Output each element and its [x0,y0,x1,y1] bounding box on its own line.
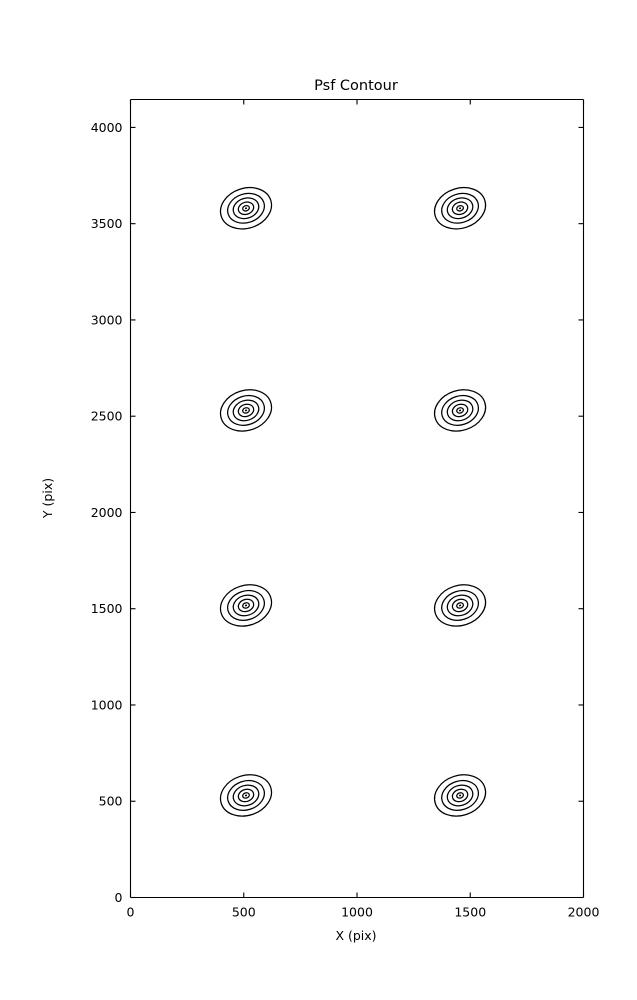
chart-title: Psf Contour [314,78,398,94]
contour-ring-4 [237,201,255,216]
contour-ring-3 [446,197,474,220]
contour-ring-2 [227,589,265,621]
contour-peak [458,604,462,607]
y-tick-label: 4000 [91,120,123,135]
y-tick-label: 2500 [91,409,123,424]
contour-ring-3 [446,594,474,617]
psf-col1-row3 [219,584,273,627]
contour-peak [244,604,248,607]
contour-ring-1 [433,186,487,230]
x-tick-label: 2000 [568,905,600,920]
y-tick-label: 3000 [91,312,123,327]
contour-ring-4 [451,403,469,418]
y-tick-label: 3500 [91,216,123,231]
contour-ring-3 [446,784,474,807]
psf-col2-row1 [433,186,487,230]
x-axis-label-group: X (pix) [335,928,376,943]
psf-col2-row2 [433,389,487,432]
contour-ring-5 [456,602,464,609]
contour-ring-1 [433,584,487,627]
contour-ring-5 [242,204,250,212]
contour-ring-4 [237,788,255,803]
contour-ring-2 [441,192,480,224]
x-axis-label: X (pix) [335,928,376,943]
x-tick-label: 1000 [341,905,373,920]
axes-spines [129,98,585,899]
psf-col2-row4 [433,774,487,817]
contour-ring-5 [456,204,464,212]
contour-ring-1 [219,389,273,432]
contour-ring-3 [232,197,260,220]
contour-ring-5 [242,792,250,799]
contour-ring-1 [433,389,487,432]
contour-ring-3 [232,784,260,807]
contour-ring-2 [227,192,265,224]
contour-ring-2 [227,779,265,811]
contour-ring-3 [232,594,260,617]
contour-peak [244,207,248,210]
contour-ring-4 [237,403,255,418]
contour-ring-3 [446,399,474,422]
contour-groups [219,186,487,817]
contour-ring-3 [232,399,260,422]
contour-ring-1 [433,774,487,817]
y-tick-label: 1500 [91,601,123,616]
contour-ring-2 [441,779,480,811]
contour-ring-4 [451,598,469,613]
y-axis-label: Y (pix) [40,478,55,519]
contour-ring-4 [451,201,469,216]
contour-peak [458,207,462,210]
chart-title-group: Psf Contour [314,78,398,94]
psf-col1-row4 [219,774,273,817]
psf-col1-row2 [219,389,273,432]
y-axis-label-group: Y (pix) [40,478,55,519]
contour-ring-5 [242,407,250,414]
y-tick-label: 2000 [91,505,123,520]
y-tick-label: 1000 [91,697,123,712]
contour-peak [458,409,462,412]
contour-ring-1 [219,584,273,627]
contour-ring-2 [441,589,480,621]
contour-ring-5 [456,792,464,799]
contour-peak [244,409,248,412]
contour-ring-1 [219,774,273,817]
x-axis-ticks: 0 500 1000 1500 2000 [127,99,600,920]
contour-ring-2 [441,394,480,426]
contour-ring-4 [237,598,255,613]
y-tick-label: 500 [99,794,123,809]
psf-col1-row1 [219,186,273,230]
contour-peak [458,794,462,797]
x-tick-label: 0 [127,905,135,920]
contour-ring-5 [456,407,464,414]
y-tick-label: 0 [115,890,123,905]
contour-peak [244,794,248,797]
x-tick-label: 1500 [454,905,486,920]
contour-ring-5 [242,602,250,609]
psf-col2-row3 [433,584,487,627]
x-tick-label: 500 [232,905,256,920]
y-axis-ticks: 0 500 1000 1500 2000 2500 3000 3500 4000 [91,120,584,905]
contour-ring-4 [451,788,469,803]
contour-ring-1 [219,186,273,230]
contour-ring-2 [227,394,265,426]
